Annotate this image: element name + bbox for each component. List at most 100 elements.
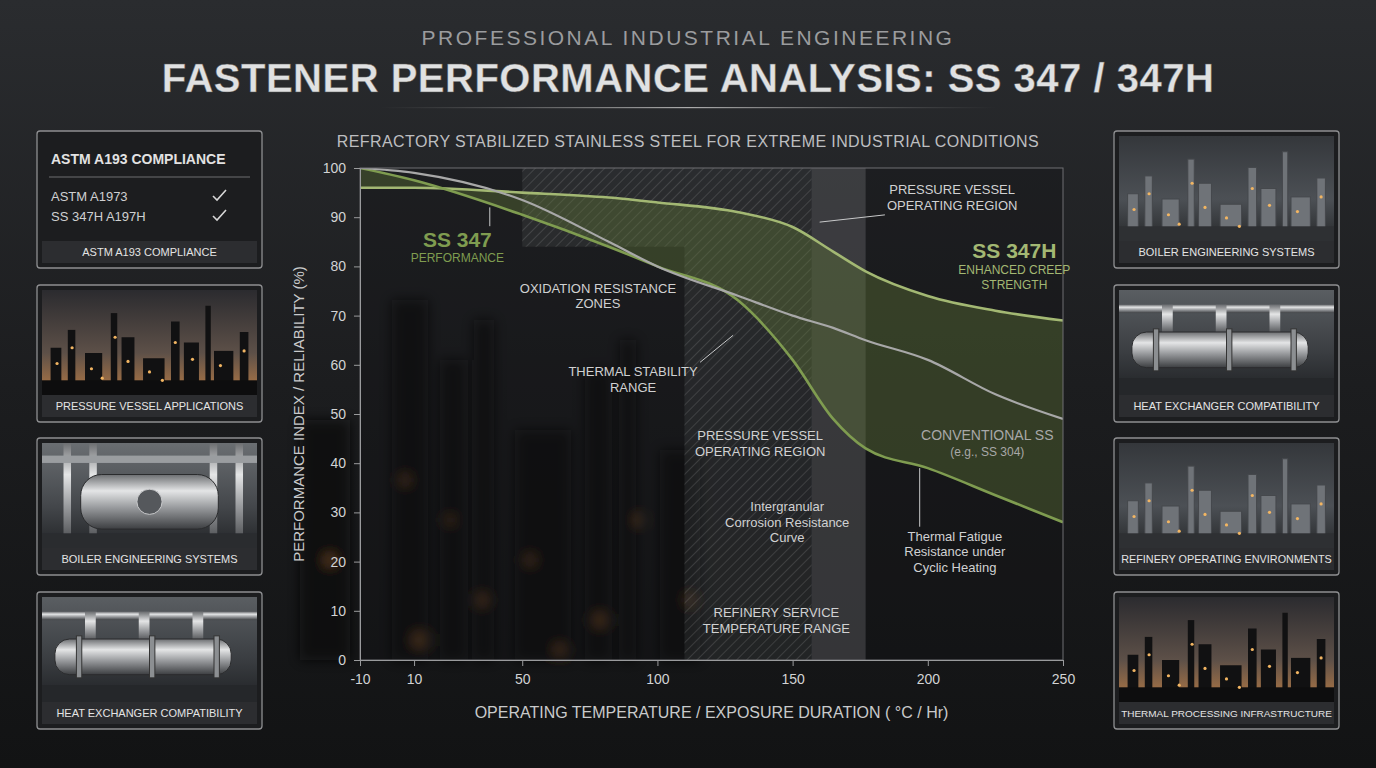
x-tick-mark [360,660,361,666]
panel-sky [42,290,257,395]
panel-ground [1119,226,1334,241]
x-tick-mark [657,660,658,666]
y-tick: 80 [330,258,360,274]
annotation-line: ZONES [576,296,621,311]
panel-image [42,443,257,548]
annotation-line: PRESSURE VESSEL [889,182,1015,197]
leader-line [489,207,490,226]
annotation: THERMAL STABILITYRANGE [568,364,698,395]
panel-light [1148,653,1151,656]
panel-image [1119,136,1334,241]
caption-strip [42,395,257,417]
panel-sky [1119,443,1334,548]
panel-frame [37,438,262,575]
x-tick-label: -10 [350,671,370,687]
panel-light [1191,489,1194,492]
annotation: IntergranularCorrosion ResistanceCurve [725,499,849,545]
panel-pipe [1270,305,1281,337]
y-tick: 0 [338,652,360,668]
x-tick-mark [1063,660,1064,666]
panel-flange [1227,329,1232,371]
panel-light [1167,520,1170,523]
panel-caption: HEAT EXCHANGER COMPATIBILITY [56,707,243,719]
side-panel: PRESSURE VESSEL APPLICATIONS [37,285,262,422]
panel-light [114,336,117,339]
panel-light [1191,182,1194,185]
x-tick-label: 200 [917,671,941,687]
annotation-line: TEMPERATURE RANGE [703,621,850,636]
panel-light [1178,530,1181,533]
plot-marks [360,168,1063,660]
panel-image [1119,597,1334,702]
caption-strip [1119,395,1334,417]
y-tick-mark [354,316,360,317]
y-tick-mark [354,414,360,415]
y-tick-mark [354,168,360,169]
y-tick: 30 [330,504,360,520]
x-axis-title: OPERATING TEMPERATURE / EXPOSURE DURATIO… [475,704,949,721]
panel-light [243,349,246,352]
panel-pipe [85,612,96,644]
panel-light [1225,523,1228,526]
series-label: SS 347 [423,228,492,251]
panel-frame [1114,592,1339,729]
annotations: SS 347PERFORMANCEOXIDATION RESISTANCEZON… [411,182,1071,636]
panel-frame [1114,438,1339,575]
y-axis-title: PERFORMANCE INDEX / RELIABILITY (%) [290,266,307,562]
y-tick: 70 [330,308,360,324]
panel-light [161,379,164,382]
y-tick-mark [354,463,360,464]
compliance-panel: ASTM A193 COMPLIANCEASTM A1973SS 347H A1… [37,131,262,268]
side-panel: BOILER ENGINEERING SYSTEMS [1114,131,1339,268]
panel-flange [214,636,219,678]
panel-light [148,370,151,373]
annotation-line: PRESSURE VESSEL [697,428,823,443]
page: PROFESSIONAL INDUSTRIAL ENGINEERINGFASTE… [0,0,1376,768]
y-tick-label: 0 [338,652,346,668]
annotation: Thermal FatigueResistance underCyclic He… [904,529,1006,575]
x-tick-label: 50 [515,671,531,687]
annotation-line: OPERATING REGION [887,198,1018,213]
check-icon [213,190,226,200]
panel-pipe [1216,305,1227,337]
annotation-line: CONVENTIONAL SS [921,427,1054,443]
panel-caption: THERMAL PROCESSING INFRASTRUCTURE [1121,708,1332,719]
annotation-line: ENHANCED CREEP [958,263,1070,277]
panel-pipe [1162,305,1173,337]
panel-flange [1153,329,1158,371]
panel-light [1296,671,1299,674]
panel-frame [37,285,262,422]
leader-line [700,335,733,362]
panel-light [1320,656,1323,659]
y-tick-mark [354,365,360,366]
annotation-line: (e.g., SS 304) [950,445,1024,459]
y-tick-label: 50 [330,406,346,422]
x-tick-mark [793,660,794,666]
panel-sky [1119,597,1334,702]
x-tick: 250 [1052,660,1076,687]
panel-caption: ASTM A193 COMPLIANCE [82,246,217,258]
x-tick: 50 [515,660,531,687]
annotation-line: Corrosion Resistance [725,515,849,530]
panel-light [1167,213,1170,216]
side-panel: REFINERY OPERATING ENVIRONMENTS [1114,438,1339,575]
x-tick: 10 [407,660,423,687]
panel-caption: HEAT EXCHANGER COMPATIBILITY [1133,400,1320,412]
annotation-line: STRENGTH [981,278,1047,292]
x-tick-label: 250 [1052,671,1076,687]
side-panel: BOILER ENGINEERING SYSTEMS [37,438,262,575]
y-tick-mark [354,660,360,661]
x-tick: -10 [350,660,370,687]
panel-light [1225,677,1228,680]
compliance-item: SS 347H A197H [51,209,146,224]
y-tick: 90 [330,209,360,225]
x-tick-label: 100 [646,671,670,687]
panel-light [1203,667,1206,670]
overline: PROFESSIONAL INDUSTRIAL ENGINEERING [422,26,955,49]
y-tick: 50 [330,406,360,422]
annotation-line: REFINERY SERVICE [714,605,840,620]
panel-light [1268,204,1271,207]
series-line [360,168,1063,419]
panel-light [55,362,58,365]
y-tick-mark [354,562,360,563]
